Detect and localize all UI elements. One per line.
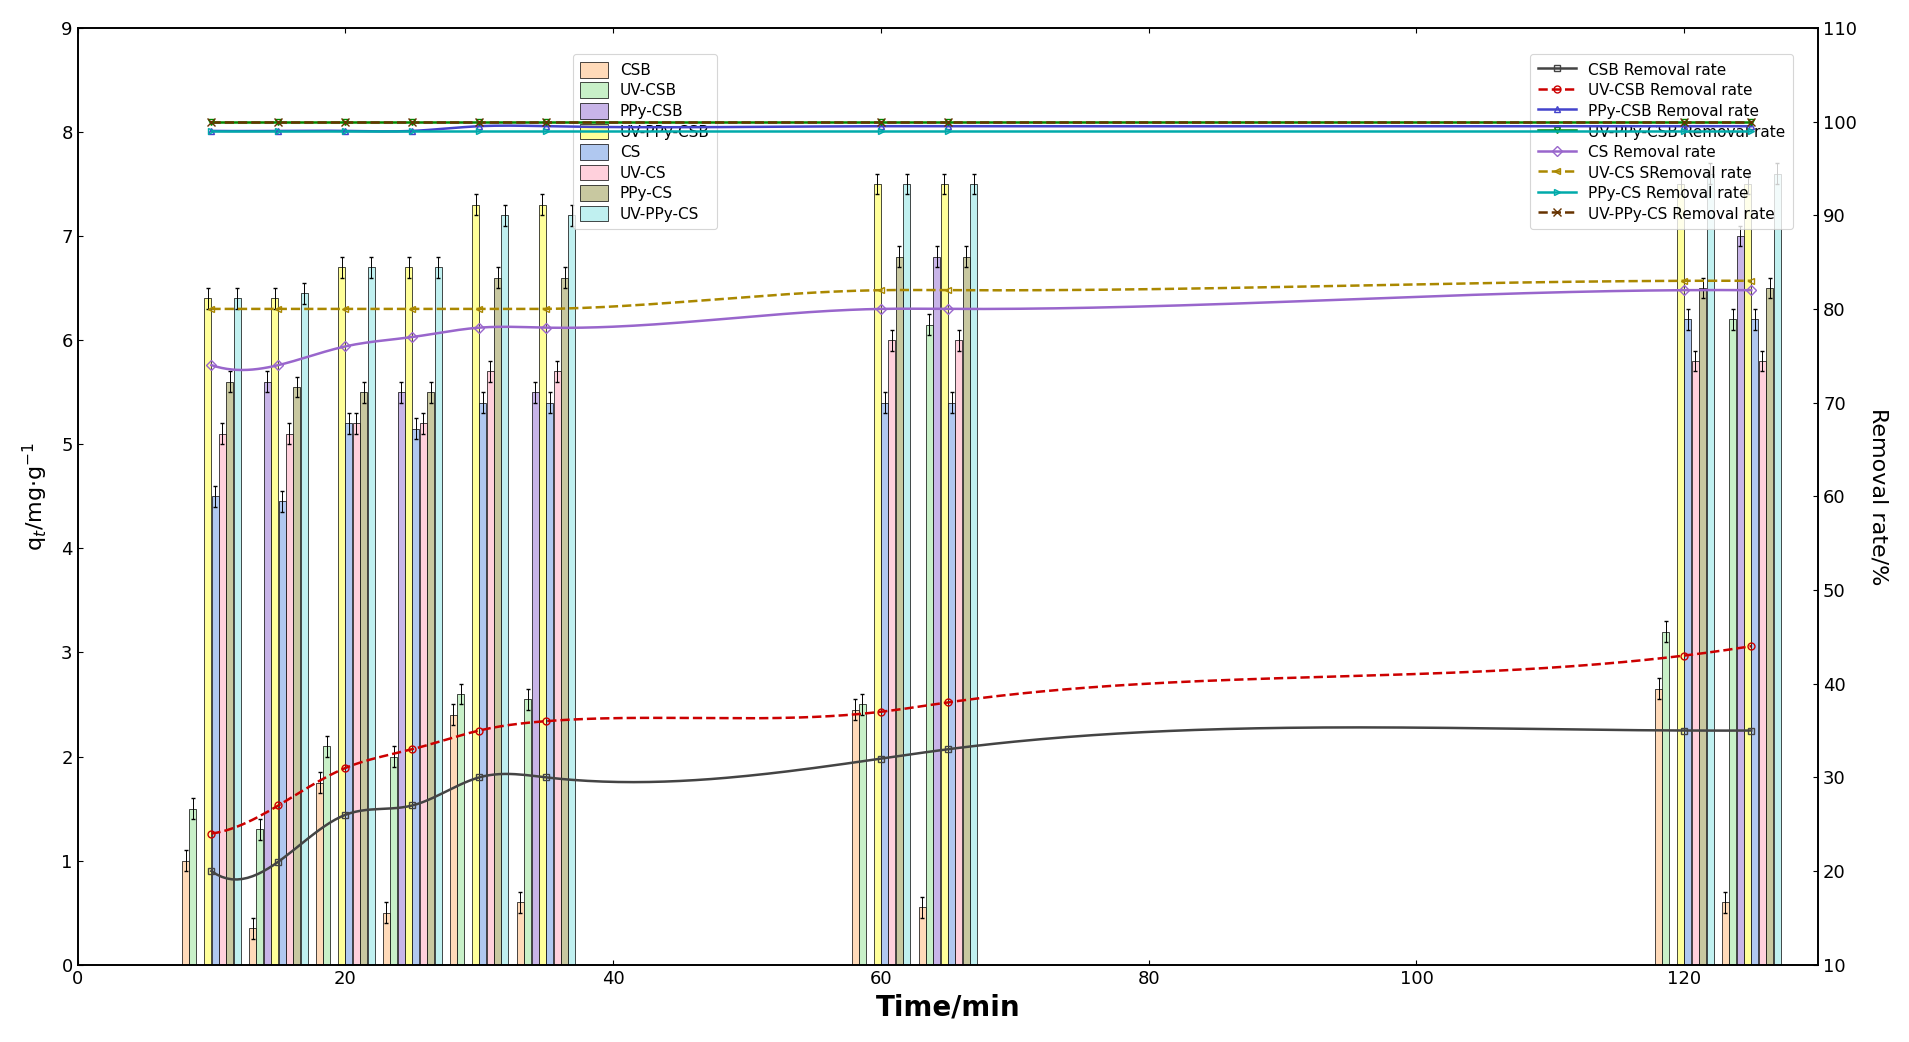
Bar	[895, 257, 903, 965]
Bar	[1678, 184, 1684, 965]
Bar	[220, 433, 225, 965]
Bar	[317, 783, 323, 965]
Bar	[546, 402, 554, 965]
Bar	[1663, 631, 1668, 965]
Bar	[1707, 174, 1714, 965]
Bar	[962, 257, 970, 965]
Bar	[949, 402, 954, 965]
Bar	[569, 216, 575, 965]
Bar	[561, 277, 569, 965]
Bar	[271, 298, 279, 965]
Bar	[346, 423, 353, 965]
Bar	[502, 216, 508, 965]
Bar	[361, 392, 367, 965]
Bar	[338, 267, 346, 965]
Bar	[941, 184, 947, 965]
Bar	[494, 277, 500, 965]
Bar	[384, 913, 389, 965]
Bar	[1722, 902, 1730, 965]
Bar	[451, 715, 456, 965]
Bar	[300, 293, 307, 965]
Bar	[1691, 361, 1699, 965]
Bar	[420, 423, 428, 965]
Bar	[233, 298, 241, 965]
Bar	[934, 257, 941, 965]
Bar	[1766, 288, 1773, 965]
Bar	[294, 387, 300, 965]
Bar	[458, 694, 464, 965]
Bar	[517, 902, 523, 965]
Bar	[263, 381, 271, 965]
Bar	[970, 184, 977, 965]
Bar	[389, 756, 397, 965]
Bar	[525, 699, 531, 965]
Bar	[918, 908, 926, 965]
Bar	[189, 809, 197, 965]
Bar	[181, 861, 189, 965]
Bar	[323, 746, 330, 965]
Bar	[1773, 174, 1781, 965]
Y-axis label: q$_t$/mg·g$^{-1}$: q$_t$/mg·g$^{-1}$	[21, 442, 50, 551]
Bar	[1730, 319, 1737, 965]
Bar	[405, 267, 412, 965]
Bar	[538, 205, 546, 965]
Bar	[212, 496, 220, 965]
Bar	[256, 829, 263, 965]
Y-axis label: Removal rate/%: Removal rate/%	[1869, 407, 1888, 585]
Bar	[859, 704, 867, 965]
Bar	[368, 267, 374, 965]
Bar	[1699, 288, 1707, 965]
Bar	[882, 402, 888, 965]
Bar	[1751, 319, 1758, 965]
Bar	[1684, 319, 1691, 965]
Bar	[1758, 361, 1766, 965]
Bar	[204, 298, 212, 965]
Bar	[888, 340, 895, 965]
Bar	[487, 371, 494, 965]
Bar	[412, 428, 420, 965]
Bar	[1655, 689, 1663, 965]
Bar	[227, 381, 233, 965]
Bar	[248, 928, 256, 965]
Bar	[353, 423, 361, 965]
Bar	[903, 184, 911, 965]
Bar	[279, 501, 286, 965]
Bar	[531, 392, 538, 965]
Bar	[1745, 184, 1751, 965]
Bar	[472, 205, 479, 965]
X-axis label: Time/min: Time/min	[876, 993, 1019, 1021]
Bar	[428, 392, 433, 965]
Bar	[435, 267, 441, 965]
Bar	[397, 392, 405, 965]
Bar	[554, 371, 561, 965]
Bar	[851, 710, 859, 965]
Bar	[479, 402, 487, 965]
Bar	[954, 340, 962, 965]
Bar	[1737, 237, 1743, 965]
Bar	[926, 324, 934, 965]
Bar	[874, 184, 880, 965]
Bar	[286, 433, 292, 965]
Legend: CSB Removal rate, UV-CSB Removal rate, PPy-CSB Removal rate, UV-PPy-CSB Removal : CSB Removal rate, UV-CSB Removal rate, P…	[1531, 54, 1793, 229]
